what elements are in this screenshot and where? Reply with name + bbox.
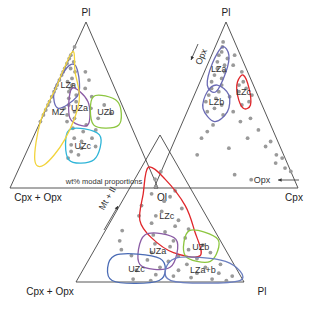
svg-text:UZc: UZc <box>75 141 92 151</box>
svg-text:UZb: UZb <box>192 242 209 252</box>
svg-text:Cpx + Opx: Cpx + Opx <box>26 286 74 297</box>
svg-text:LZb: LZb <box>209 97 225 107</box>
svg-text:Opx: Opx <box>254 175 271 185</box>
svg-text:Pl: Pl <box>82 7 91 18</box>
svg-text:LZa+b: LZa+b <box>190 265 216 275</box>
svg-text:Ol: Ol <box>157 192 167 203</box>
svg-text:Pl: Pl <box>258 286 267 297</box>
svg-text:MZ: MZ <box>52 107 65 117</box>
svg-text:UZc: UZc <box>128 264 145 274</box>
svg-text:LZc: LZc <box>236 87 252 97</box>
svg-text:wt% modal proportions: wt% modal proportions <box>65 177 143 186</box>
svg-text:UZb: UZb <box>97 107 114 117</box>
svg-text:Pl: Pl <box>222 7 231 18</box>
svg-text:Cpx + Opx: Cpx + Opx <box>14 192 62 203</box>
svg-text:Cpx: Cpx <box>285 192 301 203</box>
svg-text:LZc: LZc <box>159 211 175 221</box>
svg-text:LZa: LZa <box>61 80 77 90</box>
svg-text:Mt + Il: Mt + Il <box>97 185 118 211</box>
svg-text:UZa: UZa <box>149 246 166 256</box>
svg-text:LZa: LZa <box>211 64 227 74</box>
svg-text:UZa: UZa <box>71 103 88 113</box>
svg-text:Opx: Opx <box>193 47 210 67</box>
